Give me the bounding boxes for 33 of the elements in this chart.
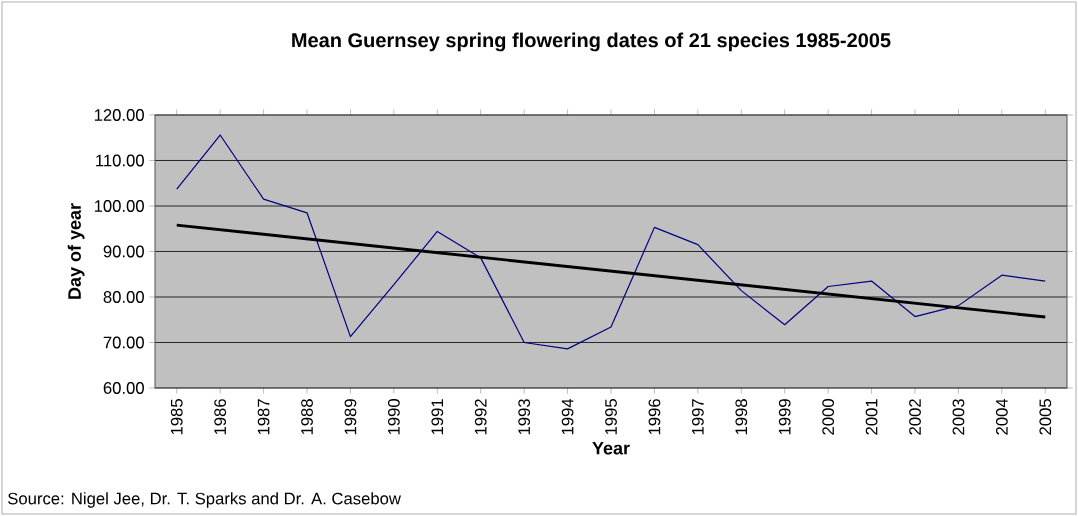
x-tick-label: 1999 xyxy=(778,399,791,435)
y-tick-label: 110.00 xyxy=(96,154,144,167)
chart-title: Mean Guernsey spring flowering dates of 21 species 1985-2005 xyxy=(292,32,891,52)
x-tick-label: 1996 xyxy=(648,399,661,435)
x-tick-label: 1985 xyxy=(170,399,183,435)
x-tick-label: 2001 xyxy=(865,399,878,435)
x-axis-title: Year xyxy=(592,441,630,455)
x-tick-label: 1995 xyxy=(605,399,617,435)
y-tick-label: 60.00 xyxy=(103,382,144,394)
x-tick-label: 1997 xyxy=(691,399,704,435)
x-tick-label: 1993 xyxy=(518,399,531,435)
y-tick-label: 120.00 xyxy=(94,109,144,121)
x-tick-label: 1990 xyxy=(387,399,400,435)
x-tick-label: 1989 xyxy=(344,399,357,435)
x-tick-label: 1987 xyxy=(257,399,270,435)
x-tick-label: 2000 xyxy=(822,399,835,435)
y-axis-title: Day of year xyxy=(67,203,85,299)
y-tick-label: 100.00 xyxy=(94,200,144,212)
y-tick-label: 90.00 xyxy=(103,245,144,258)
line-series xyxy=(176,134,1046,350)
x-tick-label: 1991 xyxy=(431,399,444,435)
x-tick-label: 1992 xyxy=(474,399,487,435)
y-tick-label: 70.00 xyxy=(103,336,144,349)
x-tick-label: 2004 xyxy=(995,398,1008,435)
x-tick-label: 1998 xyxy=(735,399,748,435)
x-tick-label: 1988 xyxy=(301,399,313,435)
x-tick-label: 1986 xyxy=(214,399,227,435)
x-tick-label: 2005 xyxy=(1039,399,1052,435)
y-tick-label: 80.00 xyxy=(103,291,144,303)
x-tick-label: 2002 xyxy=(909,399,921,435)
x-tick-label: 1994 xyxy=(561,398,574,435)
x-tick-label: 2003 xyxy=(952,399,965,435)
source-note: Source: Nigel Jee, Dr. T. Sparks and Dr. A. Casebow xyxy=(8,492,401,508)
